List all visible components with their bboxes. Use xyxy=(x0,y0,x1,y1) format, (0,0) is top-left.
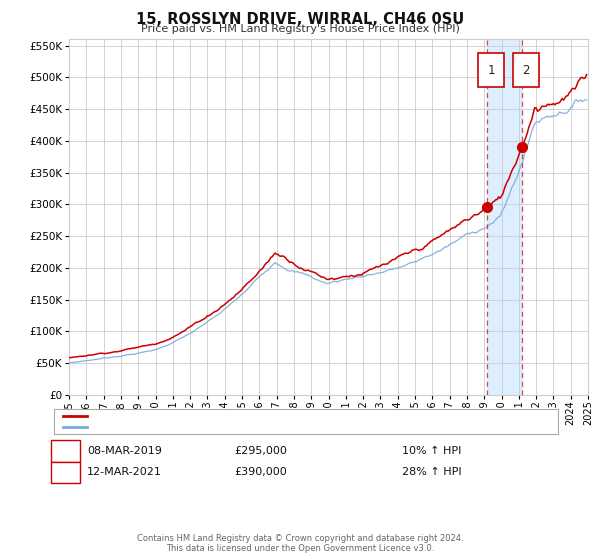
Text: £295,000: £295,000 xyxy=(234,446,287,456)
Text: 2: 2 xyxy=(62,467,69,477)
Text: 08-MAR-2019: 08-MAR-2019 xyxy=(87,446,162,456)
Bar xyxy=(487,39,522,395)
Text: HPI: Average price, detached house, Wirral: HPI: Average price, detached house, Wirr… xyxy=(92,422,316,432)
FancyBboxPatch shape xyxy=(513,53,539,87)
Text: 28% ↑ HPI: 28% ↑ HPI xyxy=(402,467,461,477)
Text: £390,000: £390,000 xyxy=(234,467,287,477)
Text: 1: 1 xyxy=(62,446,69,456)
Text: Contains HM Land Registry data © Crown copyright and database right 2024.: Contains HM Land Registry data © Crown c… xyxy=(137,534,463,543)
Text: 15, ROSSLYN DRIVE, WIRRAL, CH46 0SU (detached house): 15, ROSSLYN DRIVE, WIRRAL, CH46 0SU (det… xyxy=(92,411,394,421)
Text: 15, ROSSLYN DRIVE, WIRRAL, CH46 0SU: 15, ROSSLYN DRIVE, WIRRAL, CH46 0SU xyxy=(136,12,464,27)
Text: 1: 1 xyxy=(488,64,495,77)
Text: 2: 2 xyxy=(523,64,530,77)
Text: 10% ↑ HPI: 10% ↑ HPI xyxy=(402,446,461,456)
FancyBboxPatch shape xyxy=(478,53,505,87)
Text: 12-MAR-2021: 12-MAR-2021 xyxy=(87,467,162,477)
Text: This data is licensed under the Open Government Licence v3.0.: This data is licensed under the Open Gov… xyxy=(166,544,434,553)
Text: Price paid vs. HM Land Registry's House Price Index (HPI): Price paid vs. HM Land Registry's House … xyxy=(140,24,460,34)
